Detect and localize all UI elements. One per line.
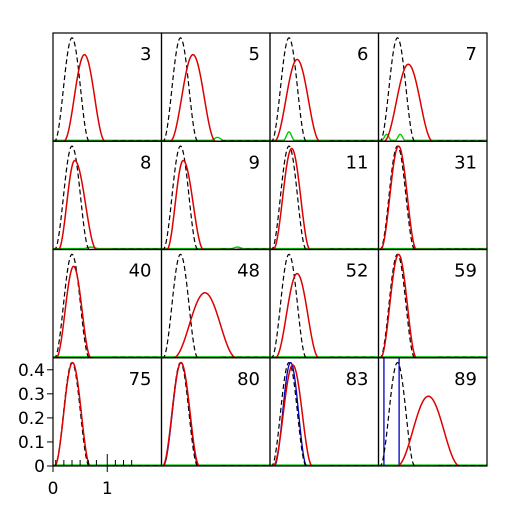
panel-7: 7 — [377, 32, 488, 142]
panel-label: 31 — [454, 152, 477, 173]
green-curve — [378, 133, 487, 141]
green-curve — [53, 246, 162, 250]
reference-curve — [161, 253, 270, 358]
y-tick-label: 0 — [34, 457, 45, 477]
panel-52: 52 — [269, 248, 380, 359]
red-curve — [270, 58, 379, 142]
reference-curve — [378, 361, 487, 466]
y-tick-label: 0.4 — [18, 361, 45, 381]
red-curve — [53, 53, 162, 142]
reference-curve — [53, 145, 162, 250]
red-curve — [270, 147, 379, 250]
red-curve — [161, 292, 270, 358]
y-tick-label: 0.2 — [18, 409, 45, 429]
reference-curve — [53, 37, 162, 142]
panel-8: 8 — [52, 140, 163, 251]
panel-5: 5 — [160, 32, 271, 142]
red-curve — [378, 63, 487, 142]
red-curve — [161, 53, 270, 142]
x-tick-label: 0 — [48, 479, 59, 499]
reference-curve — [270, 361, 379, 466]
panel-label: 9 — [249, 152, 260, 173]
blue-curve — [270, 361, 379, 466]
green-curve — [270, 131, 379, 141]
y-tick-label: 0.1 — [18, 433, 45, 453]
panel-label: 59 — [454, 261, 477, 282]
green-curve — [161, 246, 270, 250]
reference-curve — [378, 253, 487, 358]
panel-75: 75 — [52, 357, 163, 467]
panel-9: 9 — [160, 140, 271, 251]
panel-label: 48 — [237, 261, 260, 282]
red-curve — [378, 395, 487, 466]
reference-curve — [161, 145, 270, 250]
panel-59: 59 — [377, 248, 488, 359]
reference-curve — [378, 145, 487, 250]
reference-curve — [270, 37, 379, 142]
panel-label: 11 — [346, 152, 369, 173]
panel-label: 40 — [129, 261, 152, 282]
panel-48: 48 — [160, 248, 271, 359]
panel-89: 89 — [377, 357, 488, 467]
panel-label: 75 — [129, 369, 152, 390]
red-curve — [378, 253, 487, 358]
y-tick-label: 0.3 — [18, 385, 45, 405]
panel-label: 6 — [357, 44, 368, 65]
green-curve — [161, 136, 270, 141]
panel-6: 6 — [269, 32, 380, 142]
panel-label: 89 — [454, 369, 477, 390]
panel-label: 52 — [346, 261, 369, 282]
panel-label: 3 — [140, 44, 151, 65]
red-curve — [161, 361, 270, 466]
x-tick-label: 1 — [102, 479, 113, 499]
panel-label: 83 — [346, 369, 369, 390]
red-curve — [53, 159, 162, 250]
red-curve — [378, 145, 487, 250]
panel-label: 8 — [140, 152, 151, 173]
panel-3: 3 — [52, 32, 163, 142]
panel-80: 80 — [160, 357, 271, 467]
axis-layer: 0 0.1 0.2 0.3 0.4 0 1 — [18, 361, 113, 499]
red-curve — [53, 265, 162, 358]
panel-40: 40 — [52, 248, 163, 359]
red-curve — [161, 159, 270, 250]
panel-frame — [377, 357, 488, 467]
reference-curve — [270, 145, 379, 250]
red-curve — [270, 364, 379, 466]
reference-curve — [378, 37, 487, 142]
reference-curve — [270, 253, 379, 358]
red-curve — [270, 272, 379, 358]
panel-11: 11 — [269, 140, 380, 251]
panel-label: 80 — [237, 369, 260, 390]
panel-label: 7 — [466, 44, 477, 65]
panel-31: 31 — [377, 140, 488, 251]
reference-curve — [53, 253, 162, 358]
panel-label: 5 — [249, 44, 260, 65]
red-curve — [53, 361, 162, 466]
reference-curve — [161, 37, 270, 142]
panel-83: 83 — [269, 357, 380, 467]
